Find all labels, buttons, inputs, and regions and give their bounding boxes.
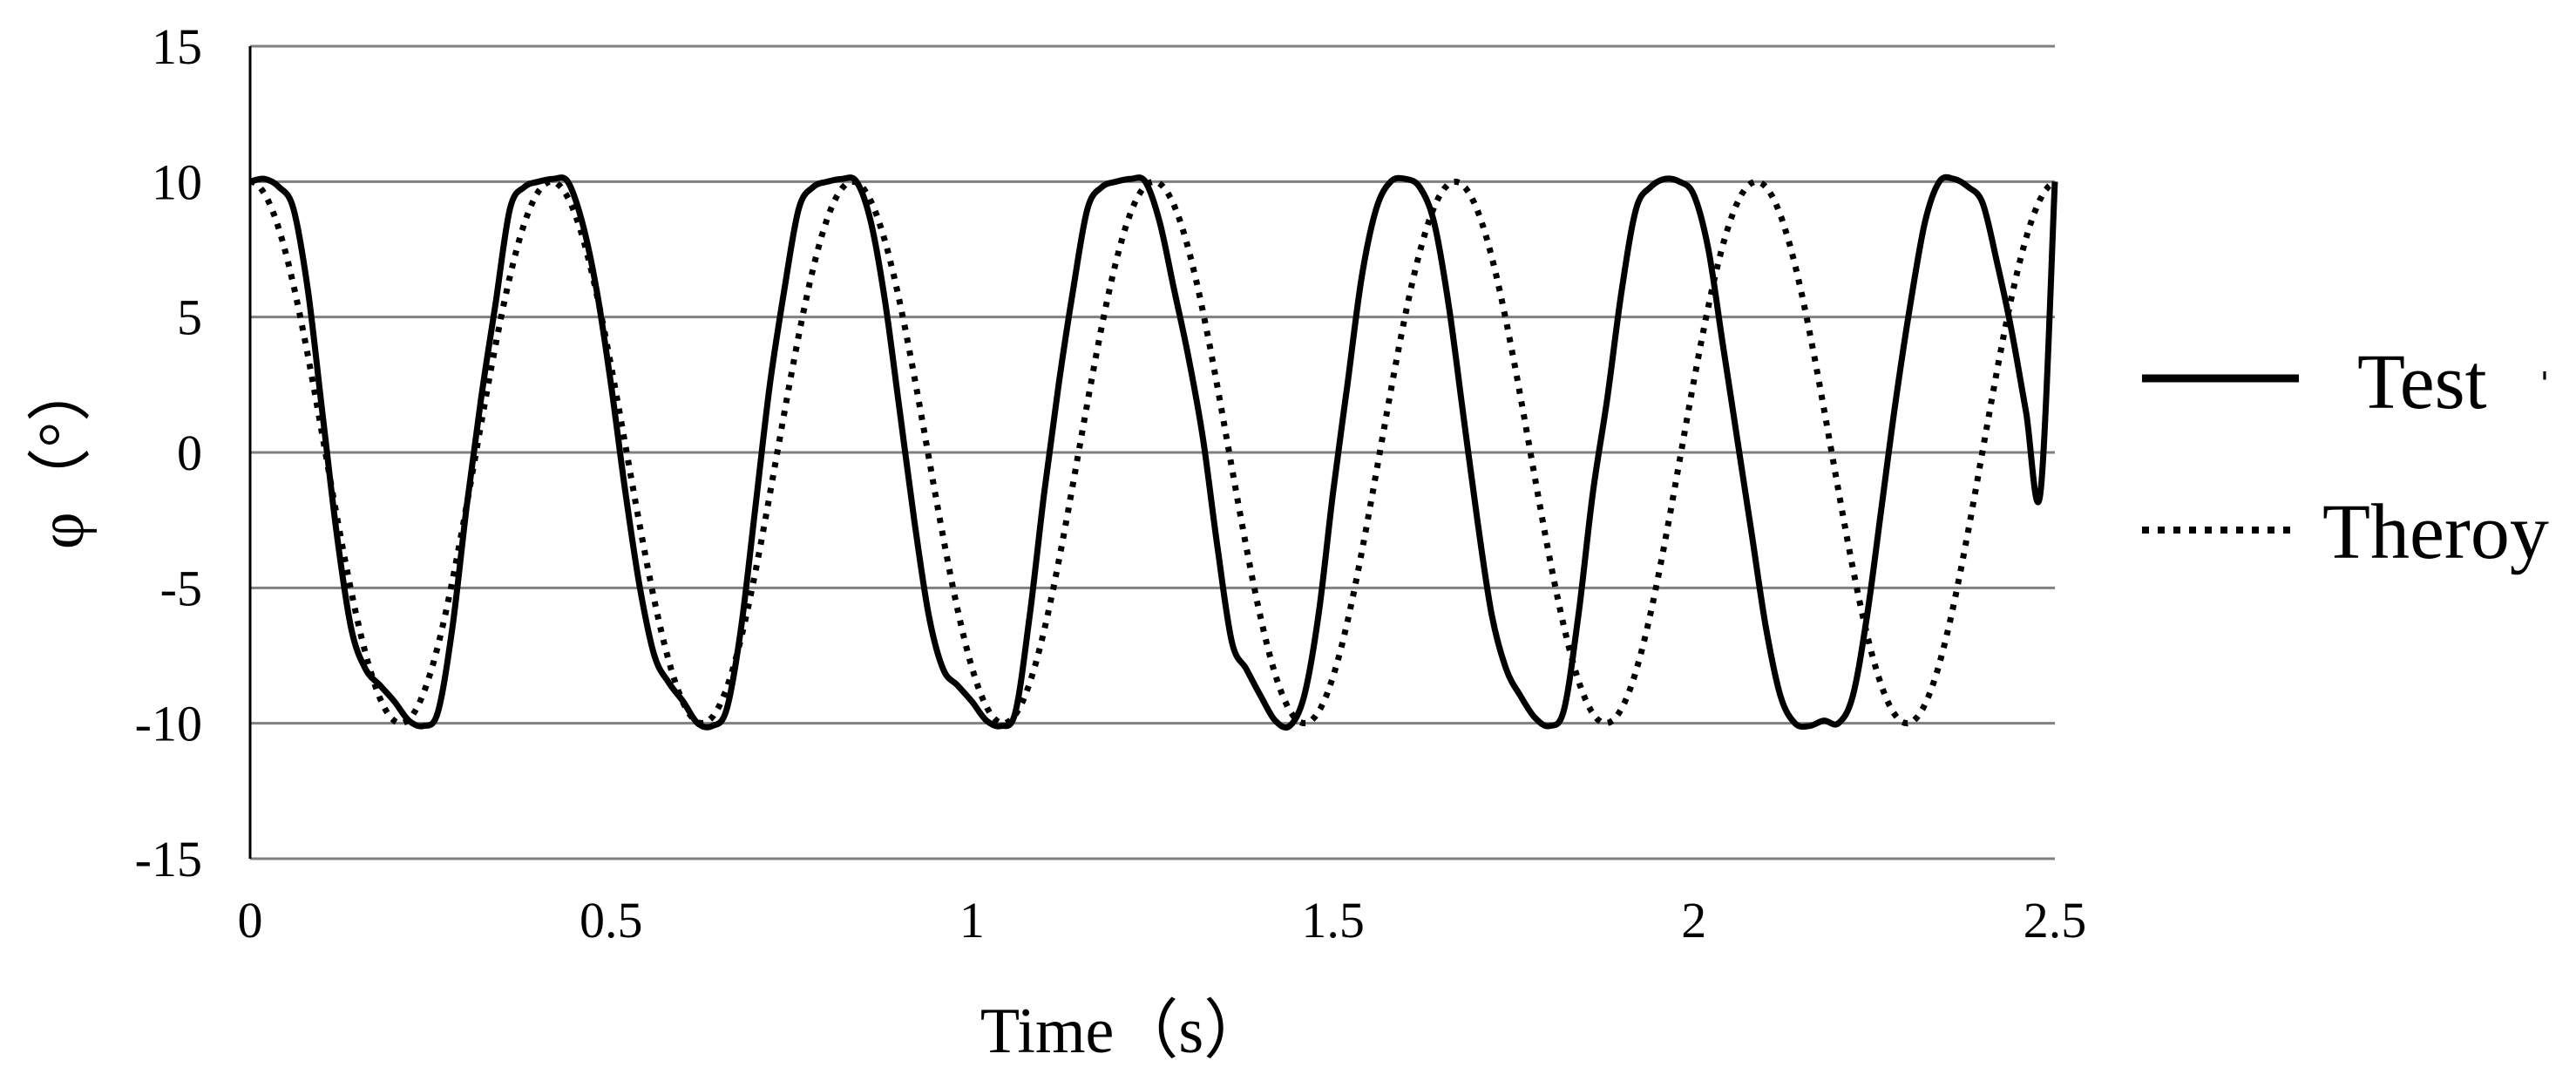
x-tick-label: 0.5 [580,892,643,948]
legend-label-test: Test [2357,339,2487,425]
y-tick-label: -5 [160,560,202,616]
x-tick-label: 1.5 [1301,892,1365,948]
gridlines [250,44,2055,860]
y-tick-labels: 15 10 5 0 -5 -10 -15 [135,18,202,887]
legend-label-theroy: Theroy [2322,489,2549,575]
legend-extra-mark: ˈ [2536,362,2553,419]
y-tick-label: -15 [135,831,202,887]
y-axis-title: φ（°） [26,357,98,549]
y-tick-label: 5 [177,289,202,346]
x-axis-title: Time（s） [980,996,1268,1067]
y-tick-label: -10 [135,696,202,752]
x-tick-label: 2.5 [2024,892,2087,948]
x-tick-label: 0 [238,892,263,948]
x-tick-label: 1 [959,892,985,948]
y-tick-label: 0 [177,425,202,481]
series-line-test [249,173,2058,731]
x-tick-label: 2 [1681,892,1706,948]
series-layer [249,173,2058,731]
y-tick-label: 10 [152,153,202,210]
legend: Test ˈ Theroy [2142,339,2553,575]
x-tick-labels: 0 0.5 1 1.5 2 2.5 [238,892,2087,948]
y-tick-label: 15 [152,18,202,75]
